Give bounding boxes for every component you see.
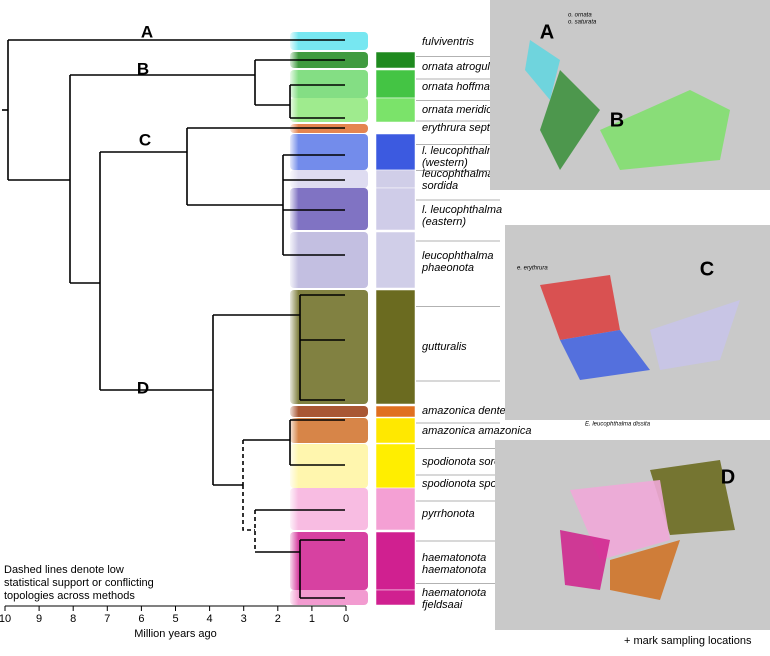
map-label: C: [700, 258, 714, 280]
taxon-label: haematonota: [422, 587, 486, 599]
taxon-label: (eastern): [422, 216, 466, 228]
structure-bar: [375, 589, 416, 606]
clade-label: D: [137, 378, 149, 397]
taxon-label: spodionota sororia: [422, 456, 513, 468]
structure-bars: [375, 31, 416, 606]
structure-bar: [375, 417, 416, 444]
taxon-label: pyrrhonota: [421, 508, 475, 520]
taxon-label: leucophthalma: [422, 168, 494, 180]
taxon-label: amazonica dentei: [422, 405, 509, 417]
tick-label: 1: [309, 613, 315, 625]
tick-label: 7: [104, 613, 110, 625]
map-label: B: [610, 109, 624, 131]
range: [525, 40, 560, 100]
structure-bar: [375, 31, 416, 51]
tick-label: 8: [70, 613, 76, 625]
note: topologies across methods: [4, 590, 135, 602]
taxon-label: ornata hoffmannsi: [422, 81, 511, 93]
taxon-label: haematonota: [422, 564, 486, 576]
structure-bar: [375, 289, 416, 405]
map-label: D: [721, 466, 735, 488]
axis-label: Million years ago: [134, 628, 217, 640]
range: [650, 460, 735, 535]
map-label: A: [540, 21, 554, 43]
note: Dashed lines denote low: [4, 564, 124, 576]
taxon-label: amazonica amazonica: [422, 425, 531, 437]
range: [600, 90, 730, 170]
tick-label: 0: [343, 613, 349, 625]
map-small-label: o. saturata: [568, 20, 597, 26]
taxon-label: ornata atrogularis: [422, 61, 508, 73]
structure-bar: [375, 443, 416, 489]
taxon-label: phaeonota: [421, 262, 474, 274]
structure-bar: [375, 169, 416, 189]
range: [560, 530, 610, 590]
range: [540, 70, 600, 170]
map-small-label: e. erythrura: [517, 266, 548, 272]
taxon-label: fjeldsaai: [422, 599, 463, 611]
taxon-label: fulviventris: [422, 36, 474, 48]
taxon-label: leucophthalma: [422, 250, 494, 262]
structure-bar: [375, 133, 416, 171]
tick-label: 9: [36, 613, 42, 625]
tick-label: 10: [0, 613, 11, 625]
structure-bar: [375, 531, 416, 591]
map-small-label: E. leucophthalma dissita: [585, 422, 651, 428]
tick-label: 6: [138, 613, 144, 625]
tree: [2, 39, 345, 599]
structure-bar: [375, 123, 416, 134]
clade-label: B: [137, 59, 149, 78]
map-small-label: o. ornata: [568, 13, 592, 19]
taxon-label: gutturalis: [422, 341, 467, 353]
note: statistical support or conflicting: [4, 577, 154, 589]
range: [610, 540, 680, 600]
legend: + mark sampling locations: [624, 635, 752, 647]
structure-bar: [375, 187, 416, 231]
clade-label: A: [141, 22, 153, 41]
tick-label: 2: [275, 613, 281, 625]
structure-bar: [375, 487, 416, 531]
band-fade: [288, 30, 318, 610]
maps: [490, 0, 770, 630]
structure-bar: [375, 51, 416, 69]
structure-bar: [375, 405, 416, 418]
taxon-label: l. leucophthalma: [422, 204, 502, 216]
tick-label: 4: [207, 613, 213, 625]
structure-bar: [375, 97, 416, 123]
range: [540, 275, 620, 340]
range: [560, 330, 650, 380]
taxon-label: haematonota: [422, 552, 486, 564]
tick-label: 5: [172, 613, 178, 625]
tick-label: 3: [241, 613, 247, 625]
taxon-label: l. leucophthalma: [422, 145, 502, 157]
clade-label: C: [139, 130, 151, 149]
structure-bar: [375, 69, 416, 99]
taxon-label: sordida: [422, 180, 458, 192]
range: [650, 300, 740, 370]
taxon-label: (western): [422, 157, 468, 169]
structure-bar: [375, 231, 416, 289]
